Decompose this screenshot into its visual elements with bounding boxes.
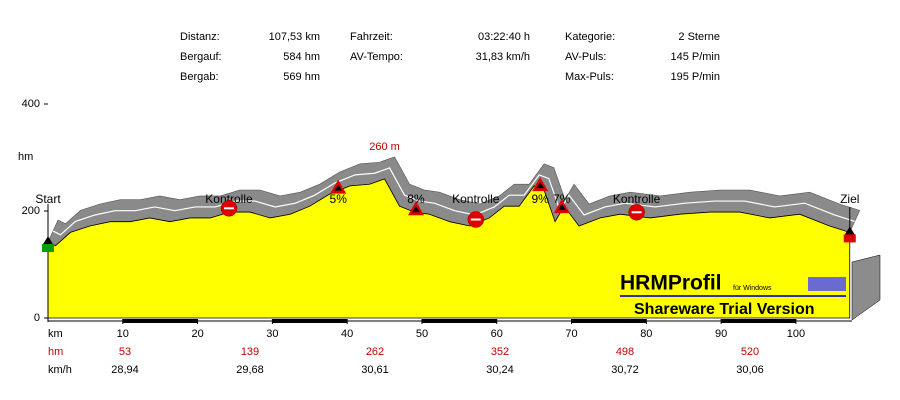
- marker-stop-bar: [470, 218, 481, 221]
- x-scale-band: [571, 319, 647, 323]
- row-cell: 30,06: [736, 364, 764, 376]
- marker-stop-bar: [631, 211, 642, 214]
- marker-flag-box: [843, 234, 856, 243]
- row-name: km/h: [48, 364, 72, 376]
- y-tick-label: 0: [34, 312, 40, 324]
- stat-value: 03:22:40 h: [478, 31, 530, 43]
- watermark-note: Shareware Trial Version: [634, 301, 815, 318]
- x-axis-title: km: [48, 328, 63, 340]
- x-tick-label: 30: [266, 328, 278, 340]
- marker-triangle-inner: [557, 204, 566, 211]
- y-tick-label: 400: [22, 98, 40, 110]
- x-tick-label: 10: [117, 328, 129, 340]
- y-tick-label: 200: [22, 205, 40, 217]
- row-cell: 28,94: [111, 364, 139, 376]
- stat-value: 145 P/min: [670, 51, 720, 63]
- marker-label: 7%: [553, 192, 571, 206]
- stat-value: 584 hm: [283, 51, 320, 63]
- marker-label: Kontrolle: [205, 192, 253, 206]
- x-tick-label: 50: [416, 328, 428, 340]
- stat-label: Bergab:: [180, 71, 219, 83]
- marker-triangle-inner: [536, 182, 545, 189]
- marker-triangle-inner: [411, 206, 420, 213]
- row-cell: 139: [241, 346, 259, 358]
- stat-value: 195 P/min: [670, 71, 720, 83]
- stat-label: Fahrzeit:: [350, 31, 393, 43]
- stat-label: Max-Puls:: [565, 71, 614, 83]
- stat-label: Distanz:: [180, 31, 220, 43]
- stat-label: Bergauf:: [180, 51, 222, 63]
- row-cell: 352: [491, 346, 509, 358]
- row-cell: 262: [366, 346, 384, 358]
- stat-value: 569 hm: [283, 71, 320, 83]
- x-tick-label: 70: [565, 328, 577, 340]
- stat-label: AV-Tempo:: [350, 51, 403, 63]
- marker-label: Ziel: [840, 192, 859, 206]
- watermark-sub: für Windows: [733, 285, 772, 292]
- row-cell: 53: [119, 346, 131, 358]
- x-tick-label: 20: [191, 328, 203, 340]
- profile-area: [47, 178, 851, 319]
- x-scale-band: [721, 319, 796, 323]
- marker-label: 8%: [407, 192, 425, 206]
- marker-stop-bar: [223, 207, 234, 210]
- stat-value: 107,53 km: [269, 31, 320, 43]
- stat-value: 31,83 km/h: [476, 51, 530, 63]
- marker-triangle-inner: [334, 184, 343, 191]
- marker-label: Start: [35, 192, 61, 206]
- watermark-title: HRMProfil: [620, 272, 722, 295]
- marker-label: Kontrolle: [452, 192, 500, 206]
- row-cell: 30,72: [611, 364, 639, 376]
- row-cell: 30,24: [486, 364, 514, 376]
- row-name: hm: [48, 346, 63, 358]
- x-scale-band: [421, 319, 497, 323]
- profile-highlight: [52, 167, 855, 236]
- marker-label: 9%: [531, 192, 549, 206]
- stat-label: Kategorie:: [565, 31, 615, 43]
- watermark: HRMProfil für Windows Shareware Trial Ve…: [620, 272, 846, 318]
- x-tick-label: 80: [640, 328, 652, 340]
- x-tick-label: 60: [491, 328, 503, 340]
- edge-3d: [851, 254, 881, 321]
- y-axis-title: hm: [18, 151, 33, 163]
- marker-label: Kontrolle: [613, 192, 661, 206]
- x-tick-label: 90: [715, 328, 727, 340]
- row-cell: 29,68: [236, 364, 264, 376]
- stat-value: 2 Sterne: [678, 31, 720, 43]
- marker-label: 5%: [330, 192, 348, 206]
- row-cell: 30,61: [361, 364, 389, 376]
- x-scale-band: [272, 319, 348, 323]
- row-cell: 498: [616, 346, 634, 358]
- watermark-logo: [808, 277, 846, 291]
- x-tick-label: 100: [787, 328, 805, 340]
- x-scale-band: [122, 319, 198, 323]
- x-tick-label: 40: [341, 328, 353, 340]
- marker-flag: [42, 236, 54, 247]
- marker-flag-box: [42, 244, 54, 253]
- marker-flag: [843, 226, 856, 237]
- stat-label: AV-Puls:: [565, 51, 606, 63]
- max-label: 260 m: [369, 141, 400, 153]
- row-cell: 520: [741, 346, 759, 358]
